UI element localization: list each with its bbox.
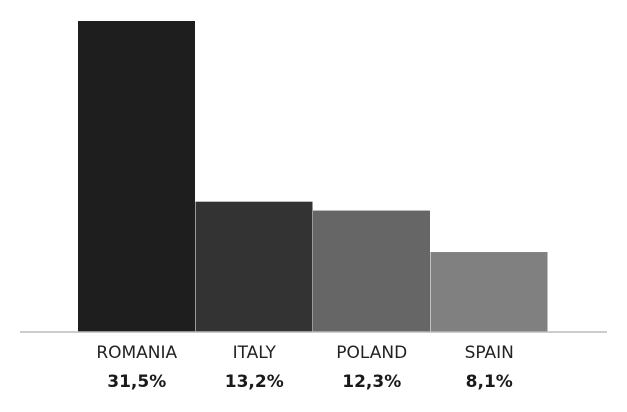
bars-group [78,21,548,332]
category-label-spain: SPAIN [465,343,514,363]
category-label-poland: POLAND [336,343,407,363]
value-label-italy: 13,2% [225,372,284,392]
value-label-poland: 12,3% [342,372,401,392]
bar-romania [78,21,195,332]
bar-spain [430,252,548,332]
category-labels-group: ROMANIA ITALY POLAND SPAIN [96,343,514,363]
category-label-italy: ITALY [233,343,277,363]
bar-italy [195,201,313,332]
category-label-romania: ROMANIA [96,343,177,363]
value-label-spain: 8,1% [466,372,513,392]
value-labels-group: 31,5% 13,2% 12,3% 8,1% [107,372,513,392]
bar-poland [313,210,430,332]
value-label-romania: 31,5% [107,372,166,392]
